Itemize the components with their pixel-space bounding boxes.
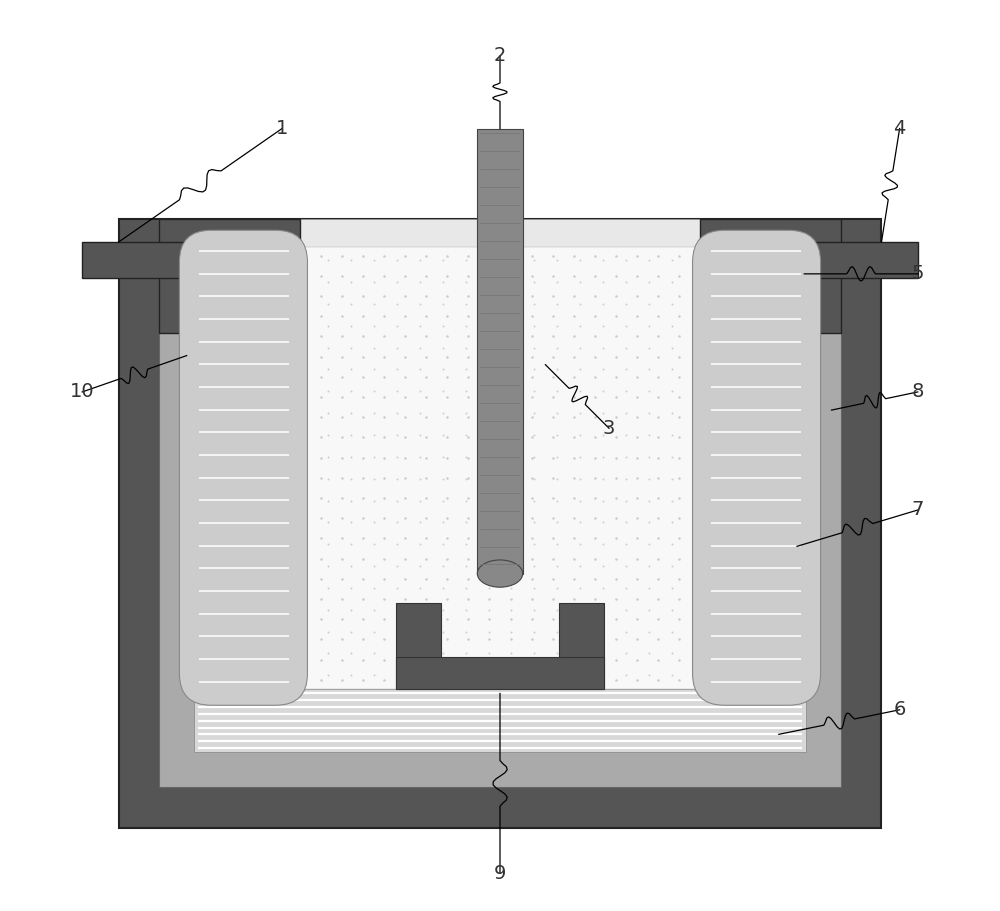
Bar [159, 220, 300, 333]
Text: 2: 2 [494, 46, 506, 66]
Text: 4: 4 [893, 119, 906, 138]
Text: 1: 1 [276, 119, 288, 138]
Bar [82, 242, 232, 279]
Text: 10: 10 [70, 383, 95, 402]
Bar [194, 220, 806, 752]
Bar [194, 689, 806, 752]
Bar [396, 603, 441, 689]
Bar [291, 247, 709, 689]
Text: 8: 8 [912, 383, 924, 402]
Bar [700, 220, 841, 333]
FancyBboxPatch shape [179, 230, 307, 705]
Bar [119, 220, 881, 828]
Bar [559, 603, 604, 689]
Text: 9: 9 [494, 864, 506, 883]
Text: 6: 6 [893, 701, 906, 720]
Text: 5: 5 [912, 264, 924, 283]
Text: 7: 7 [912, 500, 924, 519]
Bar [159, 220, 841, 787]
Bar [768, 242, 918, 279]
Ellipse shape [477, 560, 523, 588]
Bar [477, 128, 523, 574]
Bar [396, 657, 604, 689]
FancyBboxPatch shape [693, 230, 821, 705]
Text: 3: 3 [603, 419, 615, 438]
